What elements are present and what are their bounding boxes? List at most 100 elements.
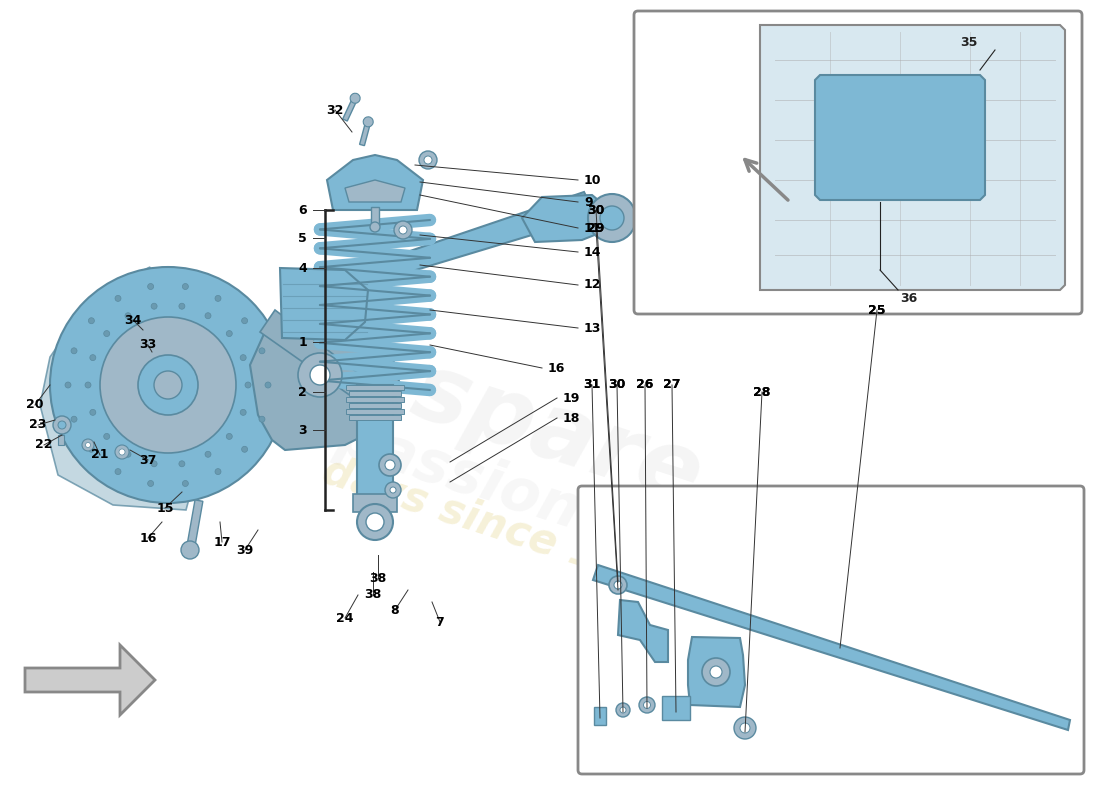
Circle shape <box>616 703 630 717</box>
Circle shape <box>363 117 373 127</box>
Circle shape <box>116 295 121 302</box>
Text: 23: 23 <box>30 418 46 431</box>
Text: 25: 25 <box>868 303 886 317</box>
Circle shape <box>88 446 95 452</box>
Circle shape <box>242 318 248 324</box>
Circle shape <box>50 267 286 503</box>
Bar <box>594 707 606 725</box>
Text: 30: 30 <box>608 378 626 391</box>
Circle shape <box>116 445 129 459</box>
Polygon shape <box>618 600 668 662</box>
Text: elj spare: elj spare <box>246 294 713 526</box>
Polygon shape <box>260 310 400 420</box>
Text: 28: 28 <box>754 386 771 398</box>
Polygon shape <box>522 195 608 242</box>
Text: 27: 27 <box>663 378 681 391</box>
Circle shape <box>82 439 94 451</box>
Circle shape <box>265 382 271 388</box>
Circle shape <box>424 156 432 164</box>
Circle shape <box>370 222 379 232</box>
Circle shape <box>614 581 622 589</box>
Bar <box>353 494 397 512</box>
Circle shape <box>154 371 182 399</box>
Text: 15: 15 <box>156 502 174 514</box>
Text: 7: 7 <box>436 615 444 629</box>
Circle shape <box>85 382 91 388</box>
Circle shape <box>88 318 95 324</box>
Text: 26: 26 <box>636 378 653 391</box>
Circle shape <box>609 576 627 594</box>
Bar <box>662 696 690 720</box>
Bar <box>346 385 404 390</box>
Circle shape <box>258 416 265 422</box>
Text: 2: 2 <box>298 386 307 398</box>
Text: 30: 30 <box>587 203 605 217</box>
Circle shape <box>240 410 246 415</box>
Text: 32: 32 <box>327 103 343 117</box>
Circle shape <box>86 442 90 447</box>
Circle shape <box>214 295 221 302</box>
Text: 18: 18 <box>563 411 581 425</box>
Circle shape <box>258 348 265 354</box>
Circle shape <box>103 330 110 337</box>
Circle shape <box>53 416 72 434</box>
Circle shape <box>240 354 246 361</box>
Circle shape <box>358 504 393 540</box>
Circle shape <box>390 487 396 493</box>
Circle shape <box>385 460 395 470</box>
Circle shape <box>227 330 232 337</box>
Bar <box>349 391 402 396</box>
Text: 31: 31 <box>583 378 601 391</box>
Circle shape <box>183 283 188 290</box>
Circle shape <box>72 416 77 422</box>
Circle shape <box>399 226 407 234</box>
Text: 19: 19 <box>563 391 581 405</box>
Text: 34: 34 <box>124 314 142 326</box>
Text: 29: 29 <box>587 222 605 234</box>
Text: 4: 4 <box>298 262 307 274</box>
Circle shape <box>147 481 154 486</box>
Bar <box>346 397 404 402</box>
Circle shape <box>310 365 330 385</box>
Text: 16: 16 <box>140 531 156 545</box>
Circle shape <box>394 221 412 239</box>
Text: 21: 21 <box>91 449 109 462</box>
Text: 33: 33 <box>140 338 156 351</box>
Text: 8: 8 <box>390 603 399 617</box>
Text: 14: 14 <box>584 246 602 258</box>
Bar <box>58 435 64 445</box>
Polygon shape <box>250 305 400 450</box>
Text: 22: 22 <box>35 438 53 451</box>
Bar <box>186 500 202 553</box>
Circle shape <box>419 151 437 169</box>
Bar <box>349 403 402 408</box>
Circle shape <box>385 482 402 498</box>
Circle shape <box>182 541 199 559</box>
Text: 25: 25 <box>868 303 886 317</box>
Text: 10: 10 <box>584 174 602 186</box>
Text: 39: 39 <box>236 543 254 557</box>
Circle shape <box>119 449 125 455</box>
Text: 31: 31 <box>583 378 601 391</box>
Text: 27: 27 <box>663 378 681 391</box>
Text: 11: 11 <box>584 222 602 234</box>
Polygon shape <box>327 155 424 210</box>
Text: 17: 17 <box>213 535 231 549</box>
Text: 6: 6 <box>298 203 307 217</box>
Bar <box>360 121 371 146</box>
Circle shape <box>350 94 360 103</box>
Circle shape <box>103 434 110 439</box>
Text: 3: 3 <box>298 423 307 437</box>
Circle shape <box>245 382 251 388</box>
Circle shape <box>90 354 96 361</box>
Text: 24: 24 <box>337 611 354 625</box>
Text: 5: 5 <box>298 231 307 245</box>
Polygon shape <box>280 268 368 340</box>
Circle shape <box>710 666 722 678</box>
Bar <box>349 415 402 420</box>
Circle shape <box>734 717 756 739</box>
Polygon shape <box>25 645 155 715</box>
Circle shape <box>298 353 342 397</box>
Text: 1: 1 <box>298 335 307 349</box>
Circle shape <box>588 194 636 242</box>
